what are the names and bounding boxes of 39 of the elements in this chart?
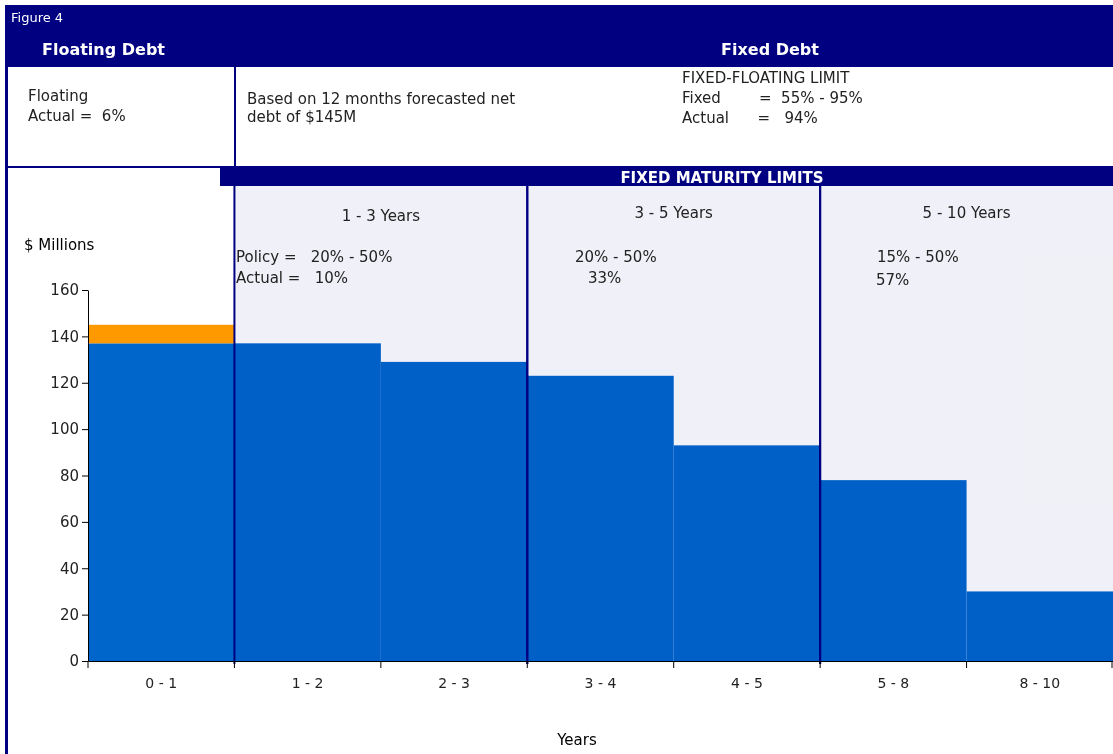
y-tick-label: 100 <box>50 420 79 439</box>
text: Based on 12 months forecasted net <box>247 90 516 108</box>
text: FIXED MATURITY LIMITS <box>620 169 824 187</box>
text: Policy = 20% - 50% <box>236 248 393 266</box>
y-tick-label: 20 <box>59 605 79 624</box>
x-tick-label: 2 - 3 <box>438 675 470 691</box>
y-tick-label: 160 <box>50 281 79 300</box>
text: Floating Debt <box>42 40 166 59</box>
text: Actual = 94% <box>682 109 818 127</box>
y-tick-label: 120 <box>50 374 79 393</box>
text: Actual = 6% <box>28 107 126 125</box>
text: Actual = 10% <box>236 269 348 287</box>
text: 57% <box>876 271 910 289</box>
x-tick-label: 1 - 2 <box>291 675 324 691</box>
y-tick-label: 0 <box>69 652 79 671</box>
y-tick-label: 140 <box>50 327 79 346</box>
band-label: 3 - 5 Years <box>634 204 714 222</box>
text: debt of $145M <box>247 108 357 126</box>
x-tick-label: 0 - 1 <box>145 675 178 691</box>
y-tick-label: 40 <box>59 559 79 578</box>
x-tick-label: 3 - 4 <box>584 675 617 691</box>
x-tick-label: 5 - 8 <box>877 675 910 691</box>
text: Fixed Debt <box>721 40 820 59</box>
band-label: 1 - 3 Years <box>341 207 421 225</box>
text: 20% - 50% <box>575 248 657 266</box>
x-axis-title: Years <box>556 731 597 749</box>
y-tick-label: 80 <box>59 466 79 485</box>
bar <box>88 324 235 344</box>
text: 15% - 50% <box>877 248 959 266</box>
text: 33% <box>588 269 622 287</box>
chart-title: Figure 4 <box>11 10 64 25</box>
text: FIXED-FLOATING LIMIT <box>682 69 851 87</box>
x-tick-label: 4 - 5 <box>731 675 763 691</box>
text: Fixed = 55% - 95% <box>682 89 863 107</box>
band-label: 5 - 10 Years <box>922 204 1011 222</box>
text: Floating <box>28 87 89 105</box>
y-tick-label: 60 <box>59 513 79 532</box>
x-tick-label: 8 - 10 <box>1019 675 1061 691</box>
y-axis-title: $ Millions <box>24 236 95 254</box>
